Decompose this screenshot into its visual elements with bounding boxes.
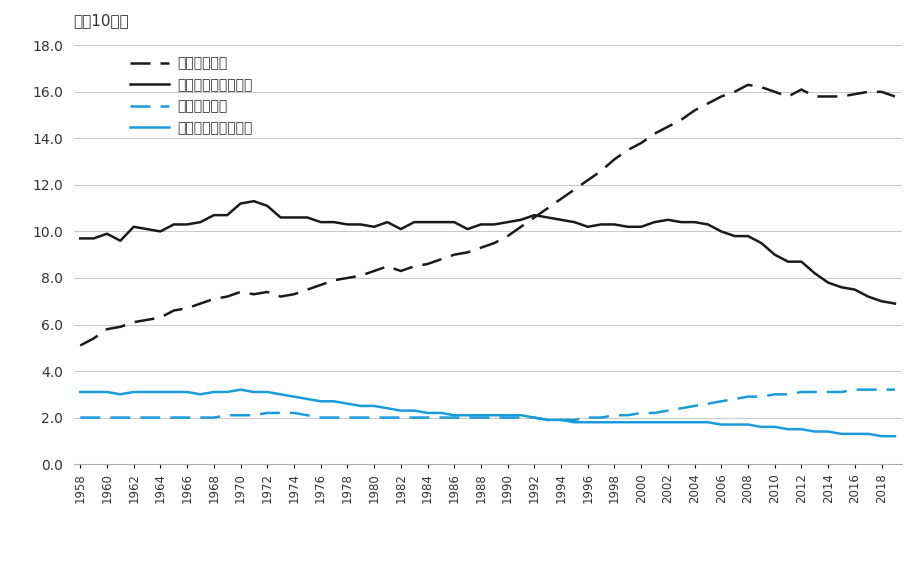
年齢調整死亡率　女 — [875, 433, 886, 440]
Line: 年齢調整死亡率　女: 年齢調整死亡率 女 — [80, 389, 894, 436]
Line: 粗死亡率　男: 粗死亡率 男 — [80, 85, 894, 345]
粗死亡率　男 — [142, 316, 153, 323]
粗死亡率　男 — [74, 342, 85, 349]
粗死亡率　女 — [541, 417, 552, 423]
粗死亡率　女 — [795, 389, 806, 396]
年齢調整死亡率　女 — [301, 396, 312, 402]
年齢調整死亡率　女 — [488, 412, 499, 419]
年齢調整死亡率　女 — [234, 386, 245, 393]
年齢調整死亡率　男 — [142, 226, 153, 233]
Legend: 粗死亡率　男, 年齢調整死亡率　男, 粗死亡率　女, 年齢調整死亡率　女: 粗死亡率 男, 年齢調整死亡率 男, 粗死亡率 女, 年齢調整死亡率 女 — [130, 57, 253, 135]
粗死亡率　女 — [234, 412, 245, 419]
粗死亡率　男 — [889, 93, 900, 100]
年齢調整死亡率　男 — [301, 214, 312, 221]
粗死亡率　男 — [289, 291, 300, 298]
年齢調整死亡率　女 — [142, 389, 153, 396]
Text: 人口10万対: 人口10万対 — [74, 14, 130, 28]
年齢調整死亡率　女 — [795, 426, 806, 432]
年齢調整死亡率　男 — [582, 224, 593, 230]
粗死亡率　女 — [889, 386, 900, 393]
粗死亡率　男 — [234, 289, 245, 295]
粗死亡率　女 — [74, 414, 85, 421]
年齢調整死亡率　男 — [889, 300, 900, 307]
粗死亡率　女 — [142, 414, 153, 421]
粗死亡率　女 — [289, 410, 300, 417]
年齢調整死亡率　男 — [248, 198, 259, 204]
粗死亡率　女 — [848, 386, 859, 393]
年齢調整死亡率　男 — [488, 221, 499, 228]
年齢調整死亡率　男 — [74, 235, 85, 242]
粗死亡率　女 — [475, 414, 486, 421]
粗死亡率　男 — [568, 186, 579, 193]
粗死亡率　女 — [582, 414, 593, 421]
年齢調整死亡率　女 — [248, 389, 259, 396]
Line: 粗死亡率　女: 粗死亡率 女 — [80, 389, 894, 420]
粗死亡率　男 — [795, 86, 806, 93]
Line: 年齢調整死亡率　男: 年齢調整死亡率 男 — [80, 201, 894, 303]
年齢調整死亡率　女 — [582, 419, 593, 426]
年齢調整死亡率　女 — [889, 433, 900, 440]
年齢調整死亡率　男 — [234, 200, 245, 207]
年齢調整死亡率　女 — [74, 389, 85, 396]
粗死亡率　男 — [742, 82, 753, 88]
粗死亡率　男 — [475, 245, 486, 251]
年齢調整死亡率　男 — [795, 258, 806, 265]
